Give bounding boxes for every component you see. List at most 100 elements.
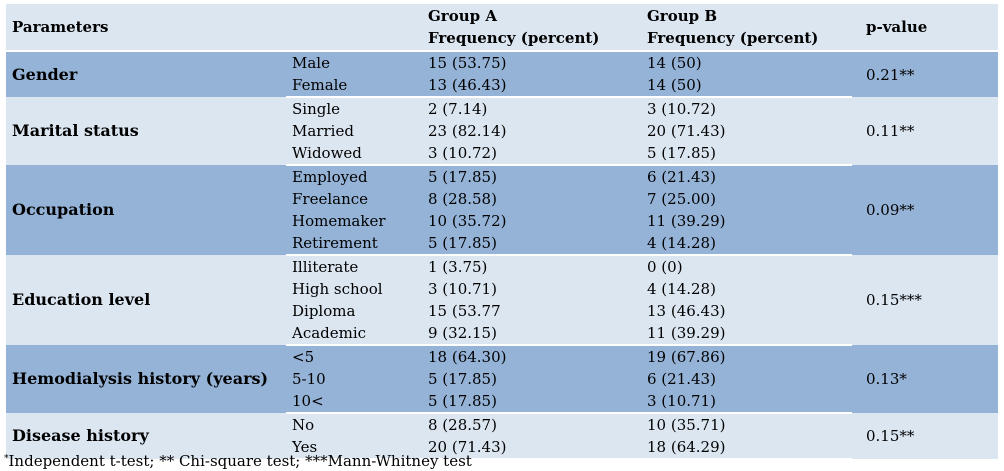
group-a-value: 1 (3.75) [422, 255, 641, 278]
p-value: 0.21** [852, 51, 998, 97]
parameter-name: Disease history [6, 413, 286, 459]
group-a-value: 8 (28.57) [422, 413, 641, 436]
header-group-a: Group A Frequency (percent) [422, 4, 641, 52]
group-a-value: 2 (7.14) [422, 97, 641, 120]
group-a-value: 5 (17.85) [422, 165, 641, 188]
group-b-value: 11 (39.29) [641, 210, 852, 232]
header-group-a-name: Group A [428, 7, 497, 25]
group-a-value: 3 (10.72) [422, 142, 641, 166]
group-b-value: 0 (0) [641, 255, 852, 278]
table-row: 10< 5 (17.85) 3 (10.71) [6, 390, 998, 414]
table-row: Female 13 (46.43) 14 (50) [6, 74, 998, 98]
header-subcategory [286, 4, 422, 52]
group-a-value: 5 (17.85) [422, 368, 641, 390]
group-a-value: 15 (53.75) [422, 51, 641, 74]
group-a-value: 15 (53.77 [422, 300, 641, 322]
group-b-value: 4 (14.28) [641, 278, 852, 300]
group-b-value: 3 (10.71) [641, 390, 852, 414]
table-row: Gender Male 15 (53.75) 14 (50) 0.21** [6, 51, 998, 97]
table-header: Parameters Group A Frequency (percent) G… [6, 4, 998, 52]
group-b-value: 14 (50) [641, 51, 852, 74]
subcategory-label: 10< [286, 390, 422, 414]
subcategory-label: High school [286, 278, 422, 300]
group-b-value: 3 (10.72) [641, 97, 852, 120]
header-group-b-name: Group B [647, 7, 718, 25]
footnote-marker: * [4, 454, 9, 464]
table-body: Gender Male 15 (53.75) 14 (50) 0.21** Female 1… [6, 51, 998, 460]
header-p-value: p-value [852, 4, 998, 52]
subcategory-label: Academic [286, 322, 422, 346]
subcategory-label: Single [286, 97, 422, 120]
subcategory-label: Homemaker [286, 210, 422, 232]
subcategory-label: Diploma [286, 300, 422, 322]
table-row: Education level Illiterate 1 (3.75) 0 (0) 0.… [6, 255, 998, 345]
group-a-value: 23 (82.14) [422, 120, 641, 142]
group-b-value: 19 (67.86) [641, 345, 852, 368]
header-parameters: Parameters [6, 4, 286, 52]
parameter-name: Occupation [6, 165, 286, 255]
group-a-value: 18 (64.30) [422, 345, 641, 368]
subcategory-label: Illiterate [286, 255, 422, 278]
subcategory-label: No [286, 413, 422, 436]
group-b-value: 14 (50) [641, 74, 852, 98]
group-a-value: 10 (35.72) [422, 210, 641, 232]
header-group-b: Group B Frequency (percent) [641, 4, 852, 52]
group-b-value: 18 (64.29) [641, 436, 852, 460]
group-a-value: 5 (17.85) [422, 390, 641, 414]
subcategory-label: 5-10 [286, 368, 422, 390]
subcategory-label: Retirement [286, 232, 422, 256]
table-row: 5-10 5 (17.85) 6 (21.43) [6, 368, 998, 390]
table-row: Married 23 (82.14) 20 (71.43) [6, 120, 998, 142]
subcategory-label: Employed [286, 165, 422, 188]
group-a-value: 3 (10.71) [422, 278, 641, 300]
p-value: 0.13* [852, 345, 998, 413]
group-b-value: 10 (35.71) [641, 413, 852, 436]
group-b-value: 6 (21.43) [641, 165, 852, 188]
footnote: *Independent t-test; ** Chi-square test;… [4, 449, 472, 471]
header-group-a-unit: Frequency (percent) [428, 29, 600, 47]
table-row: Disease history No 8 (28.57) 10 (35.71) 0.15… [6, 413, 998, 459]
p-value: 0.15*** [852, 255, 998, 345]
group-a-value: 20 (71.43) [422, 436, 641, 460]
subcategory-label: Freelance [286, 188, 422, 210]
group-b-value: 6 (21.43) [641, 368, 852, 390]
table-row: High school 3 (10.71) 4 (14.28) [6, 278, 998, 300]
table-row: Yes 20 (71.43) 18 (64.29) [6, 436, 998, 460]
table-row: Widowed 3 (10.72) 5 (17.85) [6, 142, 998, 166]
group-a-value: 13 (46.43) [422, 74, 641, 98]
table-row: Occupation Employed 5 (17.85) 6 (21.43) 0.09… [6, 165, 998, 255]
group-b-value: 7 (25.00) [641, 188, 852, 210]
table-row: Hemodialysis history (years) <5 18 (64.30)… [6, 345, 998, 413]
parameter-name: Education level [6, 255, 286, 345]
group-a-value: 9 (32.15) [422, 322, 641, 346]
group-b-value: 5 (17.85) [641, 142, 852, 166]
table-row: Diploma 15 (53.77 13 (46.43) [6, 300, 998, 322]
subcategory-label: <5 [286, 345, 422, 368]
group-a-value: 8 (28.58) [422, 188, 641, 210]
table-row: Academic 9 (32.15) 11 (39.29) [6, 322, 998, 346]
footnote-text: Independent t-test; ** Chi-square test; … [8, 452, 472, 470]
p-value: 0.09** [852, 165, 998, 255]
table-row: Freelance 8 (28.58) 7 (25.00) [6, 188, 998, 210]
subcategory-label: Married [286, 120, 422, 142]
parameters-table: Parameters Group A Frequency (percent) G… [6, 4, 998, 460]
table-row: Homemaker 10 (35.72) 11 (39.29) [6, 210, 998, 232]
p-value: 0.11** [852, 97, 998, 165]
subcategory-label: Widowed [286, 142, 422, 166]
subcategory-label: Female [286, 74, 422, 98]
group-a-value: 5 (17.85) [422, 232, 641, 256]
subcategory-label: Yes [286, 436, 422, 460]
parameter-name: Hemodialysis history (years) [6, 345, 286, 413]
parameter-name: Gender [6, 51, 286, 97]
p-value: 0.15** [852, 413, 998, 459]
table-row: Retirement 5 (17.85) 4 (14.28) [6, 232, 998, 256]
group-b-value: 11 (39.29) [641, 322, 852, 346]
group-b-value: 13 (46.43) [641, 300, 852, 322]
group-b-value: 20 (71.43) [641, 120, 852, 142]
table-row: Marital status Single 2 (7.14) 3 (10.72) 0.1… [6, 97, 998, 165]
header-row: Parameters Group A Frequency (percent) G… [6, 4, 998, 52]
group-b-value: 4 (14.28) [641, 232, 852, 256]
subcategory-label: Male [286, 51, 422, 74]
header-group-b-unit: Frequency (percent) [647, 29, 819, 47]
parameter-name: Marital status [6, 97, 286, 165]
